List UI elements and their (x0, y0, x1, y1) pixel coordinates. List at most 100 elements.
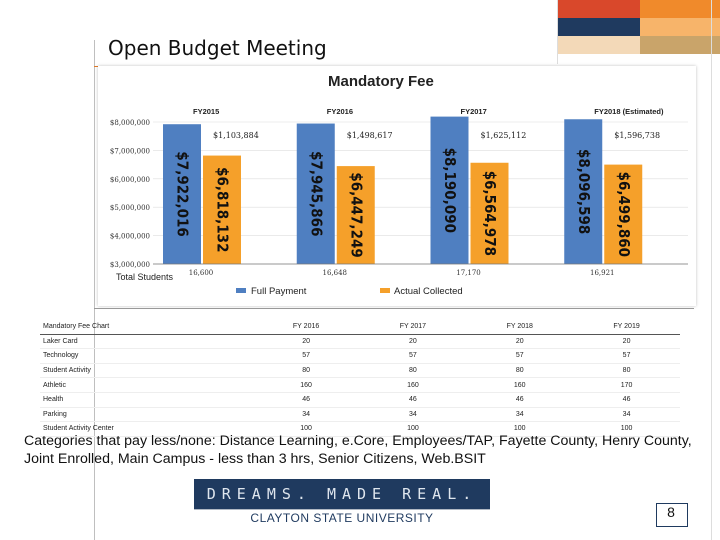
bar-full-payment (296, 123, 335, 264)
category-label: FY2016 (327, 107, 353, 116)
category-label: FY2015 (193, 107, 219, 116)
legend-label-full-payment: Full Payment (251, 286, 307, 297)
difference-label: $1,596,738 (614, 131, 660, 140)
bar-actual-collected (470, 162, 509, 264)
mandatory-fee-chart: Mandatory Fee $8,000,000 $7,000,000 $6,000,… (98, 66, 696, 306)
bar-label-full-payment: $7,922,016 (174, 151, 192, 236)
table-row: Health 46 46 46 46 (40, 393, 680, 408)
table-cell: 34 (409, 410, 417, 418)
table-cell: FY 2019 (613, 323, 640, 331)
bar-actual-collected (203, 155, 241, 264)
table-cell: 46 (409, 396, 417, 404)
table-cell: 20 (622, 337, 631, 345)
y-tick-label: $3,000,000 (110, 261, 150, 269)
table-row-label: Student Activity Center (43, 425, 114, 433)
table-cell: 160 (513, 381, 526, 389)
table-row-label: Technology (43, 352, 79, 360)
chart-svg: Mandatory Fee $8,000,000 $7,000,000 $6,000,… (110, 73, 688, 297)
table-cell: 170 (620, 381, 633, 389)
chart-divider (94, 308, 694, 309)
table-cell: FY 2017 (399, 323, 427, 331)
table-cell: 100 (300, 425, 312, 433)
table-row-label: Parking (43, 410, 67, 418)
total-students-value: 17,170 (456, 269, 481, 277)
corner-block-navy (558, 18, 640, 36)
logo-banner (194, 479, 490, 509)
logo-tagline: DREAMS. MADE REAL. (206, 485, 478, 503)
category-label: FY2017 (461, 107, 487, 116)
total-students-label: Total Students (116, 272, 174, 282)
table-cell: 46 (515, 396, 524, 404)
table-cell: 100 (513, 425, 526, 433)
y-tick-label: $6,000,000 (110, 176, 150, 184)
logo-divider (194, 509, 490, 510)
bar-full-payment (564, 119, 603, 264)
page-number: 8 (667, 504, 675, 520)
fee-table: Mandatory Fee Chart FY 2016 FY 2017 FY 2018… (40, 320, 680, 437)
bar-actual-collected (604, 164, 643, 264)
page-number-box (656, 503, 688, 527)
corner-block-light (640, 18, 720, 36)
table-row: Athletic 160 160 160 170 (40, 378, 680, 393)
bar-full-payment (163, 124, 201, 264)
bar-full-payment (430, 116, 469, 264)
categories-note: Categories that pay less/none: Distance … (24, 433, 692, 467)
table-row: Student Activity 80 80 80 80 (40, 364, 680, 379)
corner-block-pale (558, 36, 640, 54)
frame-line-top-right (557, 0, 558, 64)
total-students-value: 16,921 (590, 269, 615, 277)
bar-label-full-payment: $8,096,598 (575, 149, 593, 234)
table-cell: 57 (302, 352, 310, 360)
table-cell: 34 (302, 410, 310, 418)
table-cell: 80 (515, 367, 524, 375)
logo-university-name: CLAYTON STATE UNIVERSITY (250, 511, 434, 525)
y-tick-label: $7,000,000 (110, 147, 150, 155)
table-row-label: Student Activity (43, 367, 91, 375)
slide-title: Open Budget Meeting (108, 36, 327, 60)
table-row-label: Athletic (43, 381, 66, 389)
table-row: Laker Card 20 20 20 20 (40, 335, 680, 350)
table-cell: 100 (620, 425, 633, 433)
frame-line-right (711, 0, 712, 540)
table-cell: FY 2016 (292, 323, 320, 331)
bar-label-actual-collected: $6,447,249 (347, 172, 365, 257)
bar-label-actual-collected: $6,818,132 (214, 167, 232, 252)
bar-label-actual-collected: $6,499,860 (615, 172, 633, 257)
frame-line-left (94, 40, 95, 540)
corner-block-tan (640, 36, 720, 54)
legend-swatch-actual-collected (380, 288, 390, 293)
table-cell: 20 (515, 337, 524, 345)
table-cell: 34 (515, 410, 524, 418)
table-cell: 160 (300, 381, 312, 389)
chart-title: Mandatory Fee (328, 73, 434, 90)
table-row-label: Health (43, 396, 64, 404)
table-cell: 57 (515, 352, 524, 360)
table-cell: 20 (302, 337, 310, 345)
corner-block-orange-right (640, 0, 720, 18)
corner-block-orange-top (558, 0, 640, 18)
table-row: Technology 57 57 57 57 (40, 349, 680, 364)
table-cell: 46 (302, 396, 310, 404)
bar-label-actual-collected: $6,564,978 (481, 171, 499, 256)
difference-label: $1,103,884 (213, 131, 259, 140)
table-cell: 34 (622, 410, 631, 418)
table-cell: FY 2018 (506, 323, 533, 331)
bar-actual-collected (336, 166, 375, 264)
bar-label-full-payment: $7,945,866 (307, 151, 325, 236)
table-cell: 80 (622, 367, 631, 375)
category-label: FY2018 (Estimated) (594, 107, 664, 116)
total-students-value: 16,600 (189, 269, 214, 277)
difference-label: $1,625,112 (481, 131, 527, 140)
table-row: Student Activity Center 100 100 100 100 (40, 422, 680, 437)
legend-label-actual-collected: Actual Collected (394, 286, 463, 297)
y-tick-label: $4,000,000 (110, 233, 150, 241)
y-tick-label: $8,000,000 (110, 119, 150, 127)
table-row-label: Laker Card (43, 337, 78, 345)
y-tick-label: $5,000,000 (110, 204, 150, 212)
table-cell: 57 (622, 352, 631, 360)
table-cell: 57 (409, 352, 417, 360)
table-row: Parking 34 34 34 34 (40, 408, 680, 423)
difference-label: $1,498,617 (347, 131, 393, 140)
table-row-label: Mandatory Fee Chart (43, 323, 110, 331)
table-cell: 160 (407, 381, 419, 389)
